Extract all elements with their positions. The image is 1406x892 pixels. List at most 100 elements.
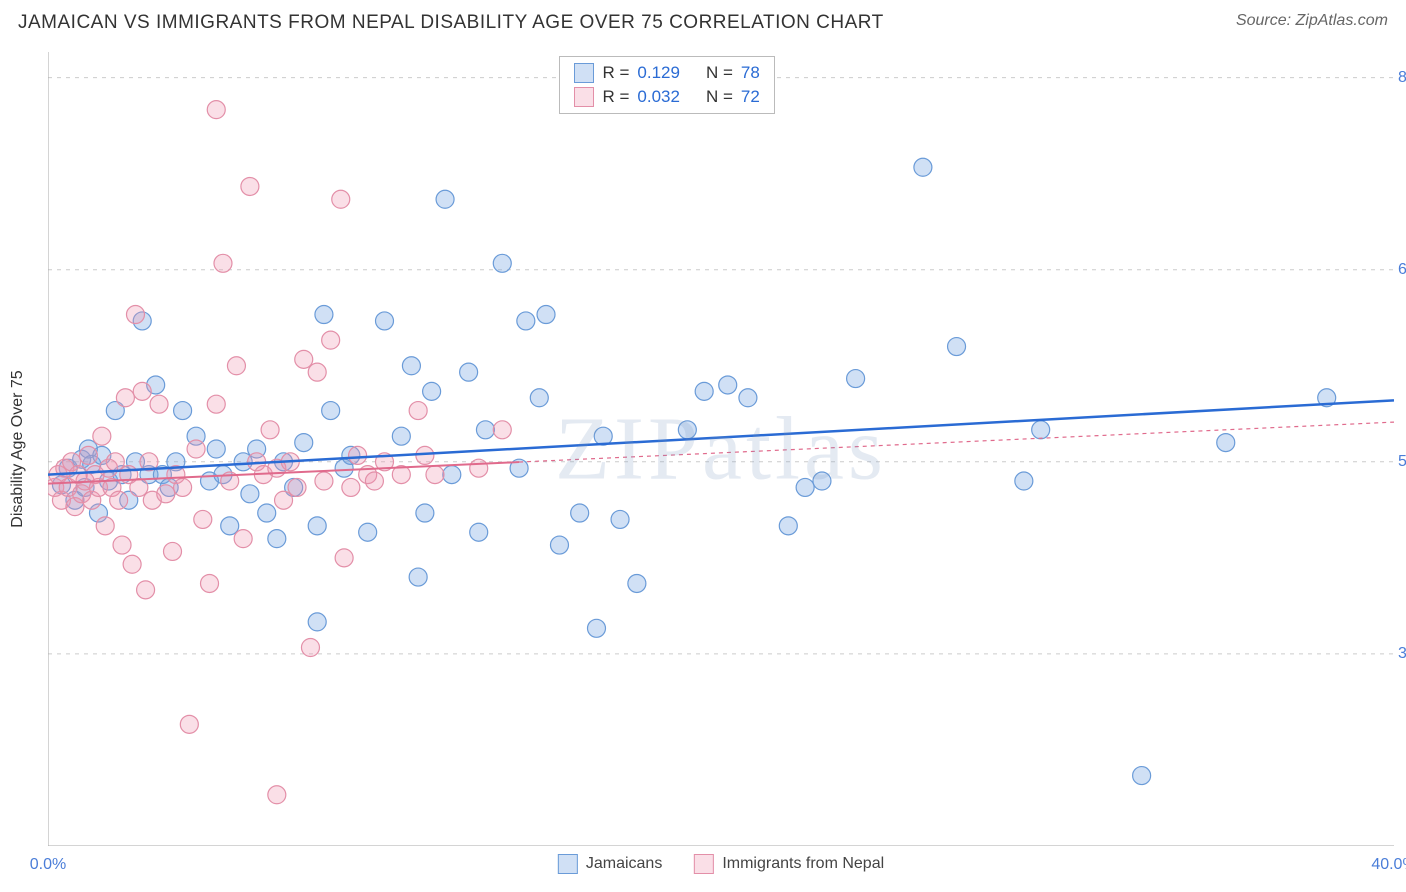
data-point [241,485,259,503]
data-point [157,485,175,503]
data-point [365,472,383,490]
legend-swatch [558,854,578,874]
data-point [695,382,713,400]
data-point [1133,767,1151,785]
data-point [322,331,340,349]
y-tick-label: 65.0% [1398,261,1406,279]
x-tick-label: 40.0% [1371,856,1406,874]
data-point [409,568,427,586]
data-point [126,306,144,324]
data-point [116,389,134,407]
data-point [295,434,313,452]
data-point [133,382,151,400]
data-point [611,510,629,528]
data-point [517,312,535,330]
data-point [295,350,313,368]
data-point [96,517,114,535]
data-point [123,555,141,573]
legend-item: Jamaicans [558,854,662,874]
data-point [847,370,865,388]
y-axis-label: Disability Age Over 75 [9,370,27,527]
stats-row: R = 0.129 N = 78 [574,61,759,85]
correlation-stats-box: R = 0.129 N = 78 R = 0.032 N = 72 [559,56,774,114]
data-point [261,421,279,439]
x-tick-label: 0.0% [30,856,66,874]
data-point [308,517,326,535]
data-point [443,466,461,484]
data-point [342,478,360,496]
data-point [349,446,367,464]
data-point [315,306,333,324]
data-point [194,510,212,528]
data-point [164,542,182,560]
data-point [537,306,555,324]
data-point [550,536,568,554]
data-point [207,395,225,413]
y-tick-label: 35.0% [1398,645,1406,663]
scatter-plot [48,52,1394,846]
trend-line [48,400,1394,474]
data-point [234,530,252,548]
data-point [207,440,225,458]
data-point [571,504,589,522]
data-point [739,389,757,407]
data-point [150,395,168,413]
stats-r-label: R = [602,87,629,107]
stats-n-label: N = [706,63,733,83]
data-point [288,478,306,496]
y-tick-label: 50.0% [1398,453,1406,471]
data-point [301,639,319,657]
data-point [275,491,293,509]
data-point [493,421,511,439]
data-point [106,453,124,471]
data-point [402,357,420,375]
data-point [409,402,427,420]
data-point [79,446,97,464]
data-point [214,254,232,272]
data-point [416,504,434,522]
data-point [201,574,219,592]
data-point [315,472,333,490]
data-point [470,523,488,541]
legend-label: Immigrants from Nepal [722,855,884,873]
stats-swatch [574,63,594,83]
stats-n-value: 78 [741,63,760,83]
data-point [948,338,966,356]
stats-row: R = 0.032 N = 72 [574,85,759,109]
data-point [779,517,797,535]
data-point [227,357,245,375]
chart-area: Disability Age Over 75 ZIPatlas R = 0.12… [48,52,1394,846]
stats-n-value: 72 [741,87,760,107]
data-point [359,523,377,541]
data-point [1032,421,1050,439]
data-point [719,376,737,394]
data-point [376,312,394,330]
data-point [493,254,511,272]
data-point [93,427,111,445]
y-tick-label: 80.0% [1398,69,1406,87]
stats-r-label: R = [602,63,629,83]
bottom-legend: Jamaicans Immigrants from Nepal [558,854,884,874]
data-point [332,190,350,208]
legend-item: Immigrants from Nepal [694,854,884,874]
data-point [1015,472,1033,490]
data-point [308,363,326,381]
data-point [187,440,205,458]
data-point [130,478,148,496]
data-point [796,478,814,496]
data-point [530,389,548,407]
data-point [426,466,444,484]
data-point [110,491,128,509]
data-point [1217,434,1235,452]
data-point [221,517,239,535]
data-point [628,574,646,592]
data-point [174,402,192,420]
legend-swatch [694,854,714,874]
data-point [678,421,696,439]
source-attribution: Source: ZipAtlas.com [1236,12,1388,30]
data-point [423,382,441,400]
data-point [476,421,494,439]
data-point [137,581,155,599]
stats-swatch [574,87,594,107]
data-point [436,190,454,208]
